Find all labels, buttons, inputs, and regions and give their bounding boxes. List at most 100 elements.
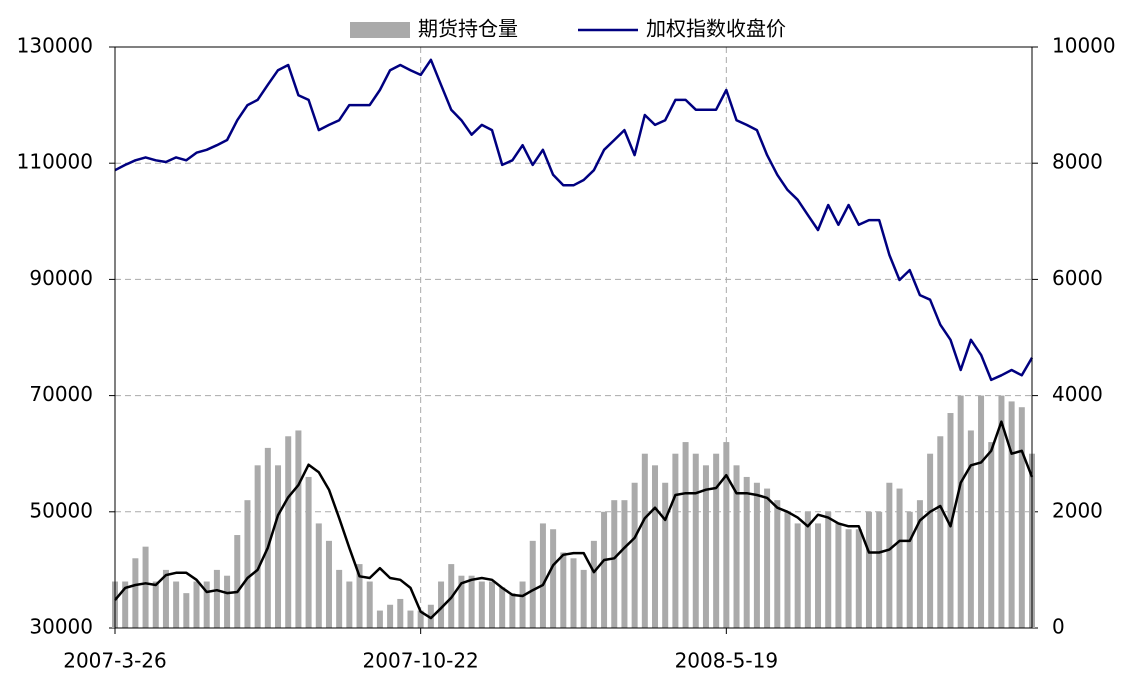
bar xyxy=(325,540,332,628)
bar xyxy=(723,442,730,628)
bar xyxy=(183,593,190,628)
bar xyxy=(713,453,720,628)
bar xyxy=(213,569,220,628)
y2-tick-label: 6000 xyxy=(1052,266,1103,290)
bar xyxy=(468,575,475,628)
bar xyxy=(519,581,526,628)
y-tick-label: 130000 xyxy=(17,34,93,58)
bar xyxy=(458,575,465,628)
y2-tick-label: 10000 xyxy=(1052,34,1116,58)
bar xyxy=(366,581,373,628)
bar xyxy=(234,535,241,628)
bar xyxy=(876,511,883,628)
bar xyxy=(346,581,353,628)
bar xyxy=(356,564,363,628)
bar xyxy=(855,529,862,628)
plot-frame xyxy=(114,46,1033,629)
bar xyxy=(733,465,740,628)
bar xyxy=(417,610,424,628)
bar xyxy=(264,447,271,628)
bar xyxy=(122,581,129,628)
bar xyxy=(631,482,638,628)
y2-tick-label: 8000 xyxy=(1052,150,1103,174)
bar xyxy=(376,610,383,628)
bar xyxy=(478,581,485,628)
bar xyxy=(203,581,210,628)
bar xyxy=(916,500,923,628)
line xyxy=(114,58,1034,382)
bar xyxy=(774,500,781,628)
bar xyxy=(835,523,842,628)
bar xyxy=(753,482,760,628)
y-tick-label: 50000 xyxy=(29,498,93,522)
bar xyxy=(906,511,913,628)
bar xyxy=(499,587,506,628)
bar xyxy=(865,511,872,628)
bar xyxy=(743,476,750,628)
bar xyxy=(927,453,934,628)
bar xyxy=(601,511,608,628)
bar xyxy=(142,546,149,628)
bar xyxy=(764,488,771,628)
bar xyxy=(162,569,169,628)
bar xyxy=(886,482,893,628)
y-tick-label: 110000 xyxy=(17,150,93,174)
bar xyxy=(407,610,414,628)
bar xyxy=(550,529,557,628)
bar xyxy=(570,558,577,628)
bar xyxy=(244,500,251,628)
bar xyxy=(580,569,587,628)
bar xyxy=(621,500,628,628)
bar xyxy=(967,430,974,628)
bar xyxy=(692,453,699,628)
bar xyxy=(641,453,648,628)
bar xyxy=(1008,401,1015,628)
bar xyxy=(957,395,964,628)
legend-label: 加权指数收盘价 xyxy=(646,17,786,41)
bar xyxy=(988,442,995,628)
legend-label: 期货持仓量 xyxy=(418,17,518,41)
bar xyxy=(702,465,709,628)
y-tick-label: 30000 xyxy=(29,615,93,639)
bar xyxy=(611,500,618,628)
bar xyxy=(336,569,343,628)
y-tick-label: 70000 xyxy=(29,382,93,406)
bar xyxy=(590,540,597,628)
bar xyxy=(132,558,139,628)
bar xyxy=(804,511,811,628)
bar xyxy=(438,581,445,628)
bar xyxy=(815,523,822,628)
bar xyxy=(488,581,495,628)
bar xyxy=(794,523,801,628)
bar xyxy=(397,598,404,628)
y2-tick-label: 4000 xyxy=(1052,382,1103,406)
bar xyxy=(825,511,832,628)
bar xyxy=(173,581,180,628)
bar xyxy=(254,465,261,628)
bar xyxy=(224,575,231,628)
bar xyxy=(672,453,679,628)
x-tick-label: 2008-5-19 xyxy=(675,649,779,673)
bar xyxy=(845,529,852,628)
y-tick-label: 90000 xyxy=(29,266,93,290)
y2-tick-label: 2000 xyxy=(1052,498,1103,522)
bar xyxy=(937,436,944,628)
x-tick-label: 2007-3-26 xyxy=(63,649,167,673)
line xyxy=(114,420,1034,620)
bar xyxy=(682,442,689,628)
bar xyxy=(784,511,791,628)
bar xyxy=(560,552,567,628)
bar xyxy=(896,488,903,628)
bar xyxy=(152,581,159,628)
legend-swatch xyxy=(350,22,410,38)
bar xyxy=(509,593,516,628)
y2-tick-label: 0 xyxy=(1052,615,1065,639)
bar xyxy=(305,476,312,628)
bar xyxy=(947,413,954,628)
bar xyxy=(1018,407,1025,628)
bar xyxy=(978,395,985,628)
bar xyxy=(193,581,200,628)
bar xyxy=(998,395,1005,628)
